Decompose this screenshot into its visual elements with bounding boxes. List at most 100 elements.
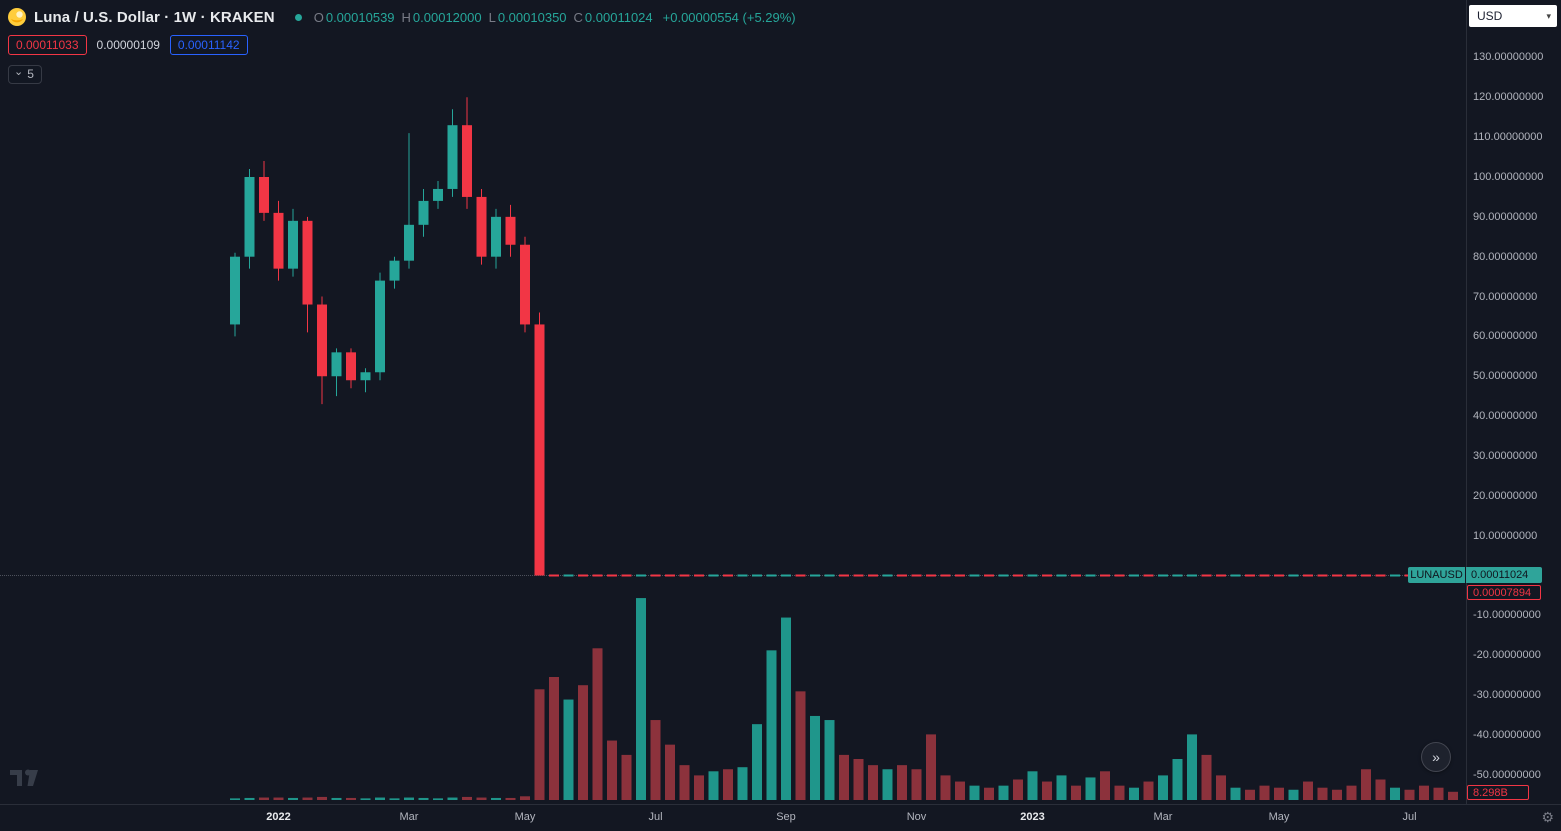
- time-axis[interactable]: 2022 Mar May Jul Sep Nov 2023 Mar May Jul ⚙: [0, 804, 1561, 831]
- flat-candle-dash: [1201, 574, 1212, 577]
- flat-candle-dash: [1042, 574, 1052, 577]
- scroll-to-recent-button[interactable]: »: [1421, 742, 1451, 772]
- volume-bar: [520, 796, 530, 800]
- time-axis-label: Mar: [1153, 811, 1173, 823]
- volume-bar: [1100, 771, 1110, 800]
- volume-bar: [404, 797, 414, 800]
- flat-candle-dash: [1375, 574, 1386, 577]
- flat-candle-dash: [1071, 574, 1081, 577]
- volume-bar: [302, 797, 313, 800]
- candle-body: [491, 216, 501, 257]
- currency-dropdown[interactable]: USD ▾: [1469, 5, 1557, 27]
- candle-body: [331, 352, 342, 377]
- time-axis-label: Mar: [399, 811, 419, 823]
- volume-bar: [375, 797, 385, 800]
- symbol-title[interactable]: Luna / U.S. Dollar · 1W · KRAKEN: [34, 8, 275, 26]
- flat-candle-dash: [955, 574, 965, 577]
- volume-bar: [853, 759, 864, 800]
- tradingview-logo[interactable]: [10, 766, 44, 791]
- volume-bar: [1187, 734, 1197, 800]
- flat-candle-dash: [563, 574, 574, 577]
- gear-icon[interactable]: ⚙: [1541, 809, 1554, 825]
- open-label: O: [313, 9, 324, 25]
- volume-bar: [752, 724, 762, 800]
- volume-bar: [882, 769, 893, 800]
- candle-body: [259, 177, 269, 213]
- flat-candle-dash: [868, 574, 878, 577]
- flat-candle-dash: [650, 574, 661, 577]
- price-axis-label: 90.00000000: [1473, 210, 1538, 223]
- flat-candle-dash: [578, 574, 588, 577]
- flat-candle-dash: [549, 574, 559, 577]
- volume-bar: [1448, 791, 1458, 800]
- flat-candle-dash: [824, 574, 835, 577]
- volume-bar: [534, 689, 545, 800]
- volume-bar: [1390, 787, 1400, 800]
- price-axis[interactable]: USD ▾ 130.00000000 120.00000000 110.000000…: [1466, 0, 1561, 805]
- volume-bar: [244, 797, 255, 800]
- time-axis-label: 2022: [266, 811, 291, 823]
- secondary-price-tag: 0.00007894: [1467, 585, 1541, 600]
- volume-bar: [1419, 785, 1429, 800]
- flat-candle-dash: [1085, 574, 1096, 577]
- market-status-icon[interactable]: [294, 13, 302, 21]
- flat-candle-dash: [781, 574, 791, 577]
- flat-candle-dash: [897, 574, 907, 577]
- price-axis-label: 30.00000000: [1473, 449, 1538, 462]
- close-label: C: [573, 9, 583, 25]
- candle-body: [288, 220, 298, 269]
- flat-candle-dash: [1187, 574, 1197, 577]
- price-axis-label: 10.00000000: [1473, 529, 1538, 542]
- flat-candle-dash: [1317, 574, 1328, 577]
- flat-candle-dash: [1361, 574, 1371, 577]
- price-axis-label: -40.00000000: [1473, 728, 1541, 741]
- price-chart-svg[interactable]: [0, 0, 1466, 805]
- price-axis-label: 130.00000000: [1473, 51, 1544, 64]
- volume-bar: [1143, 781, 1154, 800]
- volume-bar: [433, 798, 443, 800]
- volume-bar: [1361, 769, 1371, 800]
- flat-candle-dash: [679, 574, 690, 577]
- flat-candle-dash: [1027, 574, 1038, 577]
- flat-candle-dash: [998, 574, 1009, 577]
- flat-candle-dash: [853, 574, 864, 577]
- price-axis-label: 100.00000000: [1473, 171, 1544, 183]
- flat-candle-dash: [723, 574, 733, 577]
- last-price-tag-symbol: LUNAUSD: [1408, 567, 1465, 583]
- volume-bar: [781, 617, 791, 800]
- volume-bar: [621, 754, 632, 800]
- volume-bar: [1056, 775, 1067, 800]
- volume-bar: [824, 720, 835, 800]
- flat-candle-dash: [882, 574, 893, 577]
- luna-logo-icon: [8, 8, 26, 26]
- flat-candle-dash: [1332, 574, 1342, 577]
- volume-bar: [1216, 775, 1226, 800]
- volume-bar: [1303, 781, 1313, 800]
- flat-candle-dash: [636, 574, 646, 577]
- candle-body: [273, 212, 284, 269]
- low-value: 0.00010350: [497, 9, 567, 25]
- last-price-tag: LUNAUSD 0.00011024: [1408, 567, 1542, 583]
- volume-bar: [839, 754, 849, 800]
- indicators-collapse-button[interactable]: ⌄ 5: [8, 65, 42, 84]
- volume-bar: [592, 648, 603, 800]
- flat-candle-dash: [1303, 574, 1313, 577]
- volume-bar: [476, 797, 487, 800]
- price-box-red[interactable]: 0.00011033: [8, 35, 87, 55]
- volume-bar: [998, 785, 1009, 800]
- volume-bar: [984, 787, 994, 800]
- volume-bar: [1245, 789, 1255, 800]
- candle-body: [534, 324, 545, 576]
- volume-bar: [505, 797, 516, 800]
- volume-value-tag: 8.298B: [1467, 785, 1529, 800]
- change-value: +0.00000554 (+5.29%): [662, 9, 796, 25]
- candle-body: [505, 216, 516, 245]
- legend-title-row: Luna / U.S. Dollar · 1W · KRAKEN O 0.000…: [8, 6, 796, 28]
- price-box-blue[interactable]: 0.00011142: [169, 35, 248, 55]
- volume-bar: [1404, 789, 1415, 800]
- candle-body: [462, 125, 472, 197]
- volume-bar: [447, 797, 458, 800]
- volume-bar: [418, 797, 429, 800]
- main-chart-pane[interactable]: Luna / U.S. Dollar · 1W · KRAKEN O 0.000…: [0, 0, 1466, 805]
